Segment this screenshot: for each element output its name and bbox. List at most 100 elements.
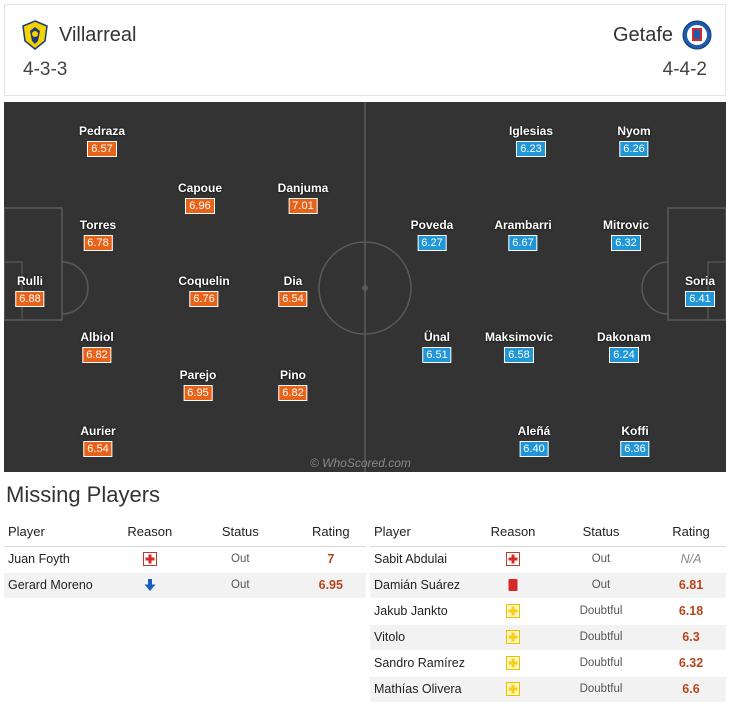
doubtful-cross-icon [506, 682, 520, 697]
player-name: Parejo [179, 368, 217, 382]
table-row: Sabit Abdulai Out N/A [370, 546, 726, 573]
away-formation: 4-4-2 [662, 59, 707, 80]
down-arrow-icon [144, 579, 156, 592]
player-rating: 6.54 [278, 291, 308, 307]
reason-cell [480, 650, 546, 677]
player-name: Ünal [423, 330, 451, 344]
villarreal-crest-icon [22, 20, 48, 50]
player-rating: 6.24 [609, 347, 639, 363]
player-link[interactable]: Damián Suárez [370, 572, 480, 599]
player-rating: 6.32 [611, 235, 641, 251]
table-row: Damián Suárez Out 6.81 [370, 572, 726, 599]
away-missing-table: Player Reason Status Rating Sabit Abdula… [370, 518, 726, 703]
player-marker[interactable]: Ünal 6.51 [422, 330, 452, 363]
reason-cell [480, 572, 546, 599]
player-rating: 6.41 [685, 291, 715, 307]
player-marker[interactable]: Capoue 6.96 [178, 181, 222, 214]
player-name: Dia [283, 274, 303, 288]
player-marker[interactable]: Rulli 6.88 [15, 274, 45, 307]
player-marker[interactable]: Parejo 6.95 [179, 368, 217, 401]
player-rating: 6.23 [516, 141, 546, 157]
watermark: © WhoScored.com [310, 456, 411, 470]
player-marker[interactable]: Danjuma 7.01 [278, 181, 328, 214]
player-name: Maksimovic [484, 330, 554, 344]
player-marker[interactable]: Pedraza 6.57 [79, 124, 125, 157]
doubtful-cross-icon [506, 656, 520, 671]
player-rating: 6.36 [620, 441, 650, 457]
reason-cell [480, 598, 546, 625]
player-rating: 6.78 [83, 235, 113, 251]
table-row: Mathías Olivera Doubtful 6.6 [370, 676, 726, 703]
table-row: Jakub Jankto Doubtful 6.18 [370, 598, 726, 625]
player-marker[interactable]: Nyom 6.26 [617, 124, 651, 157]
rating-cell: 6.81 [656, 572, 726, 599]
status-cell: Doubtful [546, 650, 656, 677]
player-marker[interactable]: Koffi 6.36 [620, 424, 650, 457]
player-marker[interactable]: Poveda 6.27 [410, 218, 454, 251]
player-marker[interactable]: Mitrovic 6.32 [603, 218, 649, 251]
player-rating: 6.27 [417, 235, 447, 251]
player-marker[interactable]: Arambarri 6.67 [494, 218, 552, 251]
player-marker[interactable]: Maksimovic 6.58 [485, 330, 553, 363]
col-header-player: Player [4, 518, 115, 547]
home-missing-table: Player Reason Status Rating Juan Foyth O… [4, 518, 366, 599]
player-rating: 6.96 [185, 198, 215, 214]
rating-cell: 6.3 [656, 624, 726, 651]
col-header-player: Player [370, 518, 480, 547]
table-row: Sandro Ramírez Doubtful 6.32 [370, 650, 726, 677]
player-marker[interactable]: Albiol 6.82 [80, 330, 114, 363]
player-marker[interactable]: Iglesias 6.23 [509, 124, 553, 157]
player-name: Arambarri [494, 218, 552, 232]
away-team[interactable]: Getafe [605, 19, 713, 51]
player-rating: 6.67 [508, 235, 538, 251]
reason-cell [480, 624, 546, 651]
player-marker[interactable]: Aleñá 6.40 [517, 424, 551, 457]
player-name: Aleñá [517, 424, 551, 438]
player-rating: 6.95 [183, 385, 213, 401]
missing-players-title: Missing Players [6, 482, 161, 507]
player-name: Poveda [410, 218, 454, 232]
player-marker[interactable]: Aurier 6.54 [80, 424, 116, 457]
rating-cell: 6.95 [295, 572, 366, 599]
player-name: Rulli [16, 274, 43, 288]
rating-cell: N/A [656, 546, 726, 573]
status-cell: Out [184, 546, 296, 573]
player-link[interactable]: Jakub Jankto [370, 598, 480, 625]
player-rating: 6.40 [519, 441, 549, 457]
reason-cell [114, 572, 185, 599]
home-team[interactable]: Villarreal [19, 19, 144, 51]
player-name: Albiol [80, 330, 114, 344]
reason-cell [114, 546, 185, 573]
player-rating: 6.51 [422, 347, 452, 363]
player-link[interactable]: Mathías Olivera [370, 676, 480, 703]
player-rating: 6.88 [15, 291, 45, 307]
rating-cell: 7 [295, 546, 366, 573]
col-header-status: Status [546, 518, 656, 547]
player-name: Pedraza [78, 124, 126, 138]
player-marker[interactable]: Soria 6.41 [685, 274, 715, 307]
col-header-rating: Rating [295, 518, 366, 547]
player-rating: 6.82 [278, 385, 308, 401]
away-team-name: Getafe [612, 23, 673, 46]
player-name: Koffi [621, 424, 649, 438]
player-link[interactable]: Sabit Abdulai [370, 546, 480, 573]
player-link[interactable]: Juan Foyth [4, 546, 115, 573]
player-rating: 6.26 [619, 141, 649, 157]
player-marker[interactable]: Dia 6.54 [278, 274, 308, 307]
player-name: Soria [684, 274, 716, 288]
player-rating: 6.57 [87, 141, 117, 157]
player-name: Torres [79, 218, 117, 232]
player-rating: 7.01 [288, 198, 318, 214]
player-marker[interactable]: Torres 6.78 [80, 218, 116, 251]
status-cell: Doubtful [546, 624, 656, 651]
doubtful-cross-icon [506, 604, 520, 619]
status-cell: Out [546, 546, 656, 573]
player-marker[interactable]: Coquelin 6.76 [178, 274, 230, 307]
player-marker[interactable]: Dakonam 6.24 [597, 330, 651, 363]
doubtful-cross-icon [506, 630, 520, 645]
player-link[interactable]: Vitolo [370, 624, 480, 651]
player-link[interactable]: Gerard Moreno [4, 572, 115, 599]
rating-cell: 6.32 [656, 650, 726, 677]
player-marker[interactable]: Pino 6.82 [278, 368, 308, 401]
player-link[interactable]: Sandro Ramírez [370, 650, 480, 677]
